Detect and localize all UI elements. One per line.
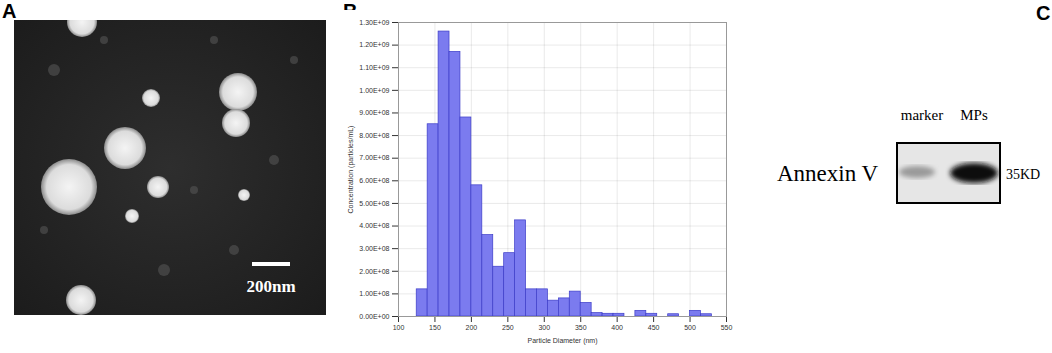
html-text:B: B <box>343 0 358 22</box>
html-text:C: C <box>1036 2 1051 24</box>
svg-text:MPs: MPs <box>960 107 988 123</box>
svg-text:marker: marker <box>901 107 943 123</box>
svg-text:Concentration (particles/mL): Concentration (particles/mL) <box>347 126 355 214</box>
svg-text:8.00E+08: 8.00E+08 <box>359 132 389 139</box>
svg-text:200: 200 <box>466 324 478 331</box>
svg-text:200nm: 200nm <box>246 277 295 296</box>
svg-text:5.00E+08: 5.00E+08 <box>359 200 389 207</box>
svg-text:0.00E+00: 0.00E+00 <box>359 313 389 320</box>
svg-text:400: 400 <box>611 324 623 331</box>
svg-text:450: 450 <box>648 324 660 331</box>
svg-text:1.00E+09: 1.00E+09 <box>359 87 389 94</box>
svg-text:Particle Diameter (nm): Particle Diameter (nm) <box>527 337 597 345</box>
svg-text:9.00E+08: 9.00E+08 <box>359 109 389 116</box>
svg-text:1.30E+09: 1.30E+09 <box>359 19 389 26</box>
svg-text:1.20E+09: 1.20E+09 <box>359 41 389 48</box>
svg-text:7.00E+08: 7.00E+08 <box>359 154 389 161</box>
svg-text:6.00E+08: 6.00E+08 <box>359 177 389 184</box>
svg-text:100: 100 <box>393 324 405 331</box>
svg-text:500: 500 <box>684 324 696 331</box>
svg-text:4.00E+08: 4.00E+08 <box>359 222 389 229</box>
svg-text:3.00E+08: 3.00E+08 <box>359 245 389 252</box>
svg-text:35KD: 35KD <box>1006 167 1040 182</box>
svg-text:300: 300 <box>538 324 550 331</box>
html-text:A: A <box>2 0 17 22</box>
svg-text:1.00E+08: 1.00E+08 <box>359 290 389 297</box>
svg-text:150: 150 <box>429 324 441 331</box>
svg-text:Annexin V: Annexin V <box>777 161 879 186</box>
svg-text:350: 350 <box>575 324 587 331</box>
svg-text:550: 550 <box>721 324 733 331</box>
svg-text:2.00E+08: 2.00E+08 <box>359 268 389 275</box>
svg-text:250: 250 <box>502 324 514 331</box>
svg-text:1.10E+09: 1.10E+09 <box>359 64 389 71</box>
